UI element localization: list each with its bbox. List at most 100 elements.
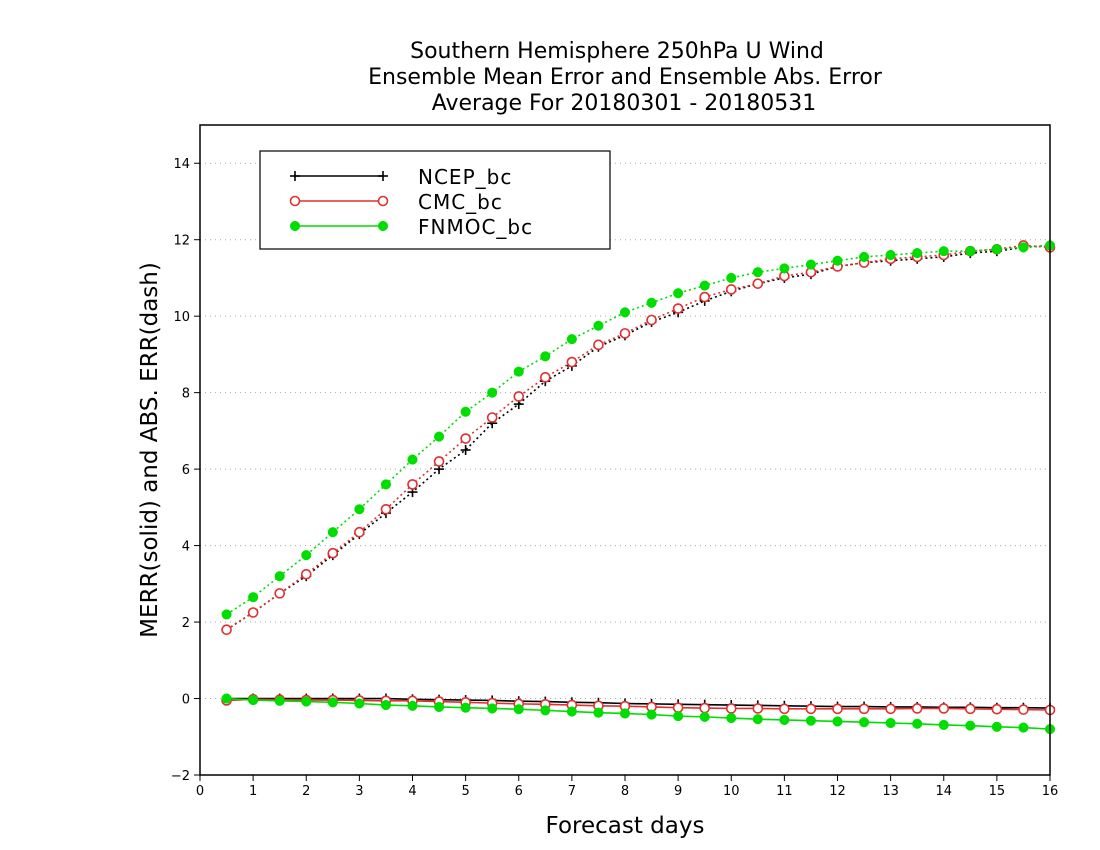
mean-error-point-fnmoc-bc xyxy=(779,714,790,725)
mean-error-point-fnmoc-bc xyxy=(487,703,498,714)
mean-error-point-cmc-bc xyxy=(779,703,790,715)
x-tick-label: 11 xyxy=(776,784,793,799)
mean-error-point-cmc-bc xyxy=(752,703,764,714)
x-tick-label: 7 xyxy=(568,784,576,799)
mean-error-point-cmc-bc xyxy=(965,703,976,715)
x-tick-label: 3 xyxy=(355,784,363,799)
mean-error-point-fnmoc-bc xyxy=(593,707,604,718)
abs-error-point-ncep-bc xyxy=(460,445,471,455)
abs-error-point-cmc-bc xyxy=(513,391,525,402)
x-tick-label: 6 xyxy=(515,784,523,799)
abs-error-point-fnmoc-bc xyxy=(859,251,870,262)
abs-error-point-fnmoc-bc xyxy=(805,259,816,270)
mean-error-point-cmc-bc xyxy=(938,703,950,714)
legend-marker-fnmoc-bc xyxy=(289,220,301,232)
abs-error-point-fnmoc-bc xyxy=(407,454,418,465)
grid xyxy=(200,162,1050,776)
abs-error-point-fnmoc-bc xyxy=(354,504,365,515)
mean-error-point-fnmoc-bc xyxy=(327,697,338,708)
abs-error-point-fnmoc-bc xyxy=(487,387,498,398)
legend-marker-ncep-bc xyxy=(290,171,300,181)
abs-error-point-fnmoc-bc xyxy=(221,609,232,620)
x-tick-label: 15 xyxy=(989,784,1006,799)
mean-error-point-fnmoc-bc xyxy=(938,719,949,730)
markers xyxy=(221,240,1056,735)
abs-error-point-fnmoc-bc xyxy=(380,479,391,490)
y-tick-label: 6 xyxy=(182,463,190,478)
chart-title-line-3: Average For 20180301 - 20180531 xyxy=(432,91,817,116)
abs-error-point-cmc-bc xyxy=(354,526,365,538)
mean-error-point-fnmoc-bc xyxy=(832,716,843,727)
abs-error-point-fnmoc-bc xyxy=(301,550,312,561)
legend-marker-cmc-bc xyxy=(377,195,389,207)
abs-error-point-cmc-bc xyxy=(274,588,285,599)
x-tick-label: 1 xyxy=(249,784,257,799)
mean-error-point-fnmoc-bc xyxy=(566,706,577,717)
y-tick-label: −2 xyxy=(171,769,190,784)
mean-error-point-fnmoc-bc xyxy=(1018,722,1029,733)
abs-error-point-fnmoc-bc xyxy=(965,246,976,257)
mean-error-point-cmc-bc xyxy=(672,702,684,714)
abs-error-point-fnmoc-bc xyxy=(566,334,577,345)
x-tick-label: 8 xyxy=(621,784,629,799)
x-tick-label: 0 xyxy=(196,784,204,799)
abs-error-point-cmc-bc xyxy=(460,433,471,444)
mean-error-point-cmc-bc xyxy=(911,703,923,714)
y-tick-label: 4 xyxy=(182,540,190,555)
chart-title-line-2: Ensemble Mean Error and Ensemble Abs. Er… xyxy=(368,65,883,90)
abs-error-point-fnmoc-bc xyxy=(1018,242,1029,253)
abs-error-point-cmc-bc xyxy=(699,291,710,303)
mean-error-point-cmc-bc xyxy=(805,703,817,715)
mean-error-point-fnmoc-bc xyxy=(673,711,684,722)
mean-error-point-fnmoc-bc xyxy=(991,721,1002,732)
mean-error-point-fnmoc-bc xyxy=(434,701,445,712)
abs-error-point-fnmoc-bc xyxy=(885,249,896,261)
mean-error-line-cmc-bc xyxy=(226,698,1051,711)
legend-label-cmc: CMC_bc xyxy=(418,190,503,214)
abs-error-point-fnmoc-bc xyxy=(460,406,471,417)
mean-error-point-fnmoc-bc xyxy=(407,700,418,711)
abs-error-point-cmc-bc xyxy=(646,314,657,326)
abs-error-point-cmc-bc xyxy=(540,372,551,383)
legend-marker-ncep-bc xyxy=(378,171,388,181)
abs-error-point-cmc-bc xyxy=(380,503,392,515)
x-tick-label: 12 xyxy=(829,784,846,799)
abs-error-point-cmc-bc xyxy=(433,456,445,467)
x-tick-label: 9 xyxy=(674,784,682,799)
mean-error-point-fnmoc-bc xyxy=(752,714,763,725)
mean-error-point-fnmoc-bc xyxy=(380,699,391,711)
abs-error-point-fnmoc-bc xyxy=(726,272,737,283)
abs-error-point-fnmoc-bc xyxy=(991,244,1002,255)
x-axis-title: Forecast days xyxy=(546,813,705,839)
chart-title-line-1: Southern Hemisphere 250hPa U Wind xyxy=(410,39,824,64)
y-tick-label: 14 xyxy=(173,157,190,172)
mean-error-point-cmc-bc xyxy=(1018,704,1029,715)
x-tick-label: 2 xyxy=(302,784,310,799)
mean-error-point-fnmoc-bc xyxy=(274,695,285,706)
x-tick-label: 10 xyxy=(723,784,740,799)
mean-error-point-fnmoc-bc xyxy=(965,720,976,731)
x-tick-label: 14 xyxy=(935,784,952,799)
abs-error-point-cmc-bc xyxy=(300,568,312,580)
legend-label-ncep: NCEP_bc xyxy=(418,165,512,189)
abs-error-point-cmc-bc xyxy=(752,278,764,289)
abs-error-point-cmc-bc xyxy=(486,412,498,423)
abs-error-point-fnmoc-bc xyxy=(832,255,843,266)
legend-label-fnmoc: FNMOC_bc xyxy=(418,215,533,239)
mean-error-point-fnmoc-bc xyxy=(301,696,312,707)
abs-error-point-cmc-bc xyxy=(566,356,578,368)
y-axis-title: MERR(solid) and ABS. ERR(dash) xyxy=(137,262,163,638)
mean-error-point-fnmoc-bc xyxy=(248,695,259,706)
abs-error-point-fnmoc-bc xyxy=(646,297,657,308)
mean-error-point-fnmoc-bc xyxy=(354,698,365,709)
abs-error-line-ncep-bc xyxy=(226,244,1051,631)
abs-error-lines xyxy=(226,244,1051,631)
abs-error-point-fnmoc-bc xyxy=(540,351,551,362)
mean-error-point-fnmoc-bc xyxy=(646,709,657,720)
x-tick-label: 5 xyxy=(461,784,469,799)
abs-error-point-cmc-bc xyxy=(672,303,684,314)
abs-error-point-cmc-bc xyxy=(619,328,631,339)
abs-error-point-fnmoc-bc xyxy=(619,307,631,318)
